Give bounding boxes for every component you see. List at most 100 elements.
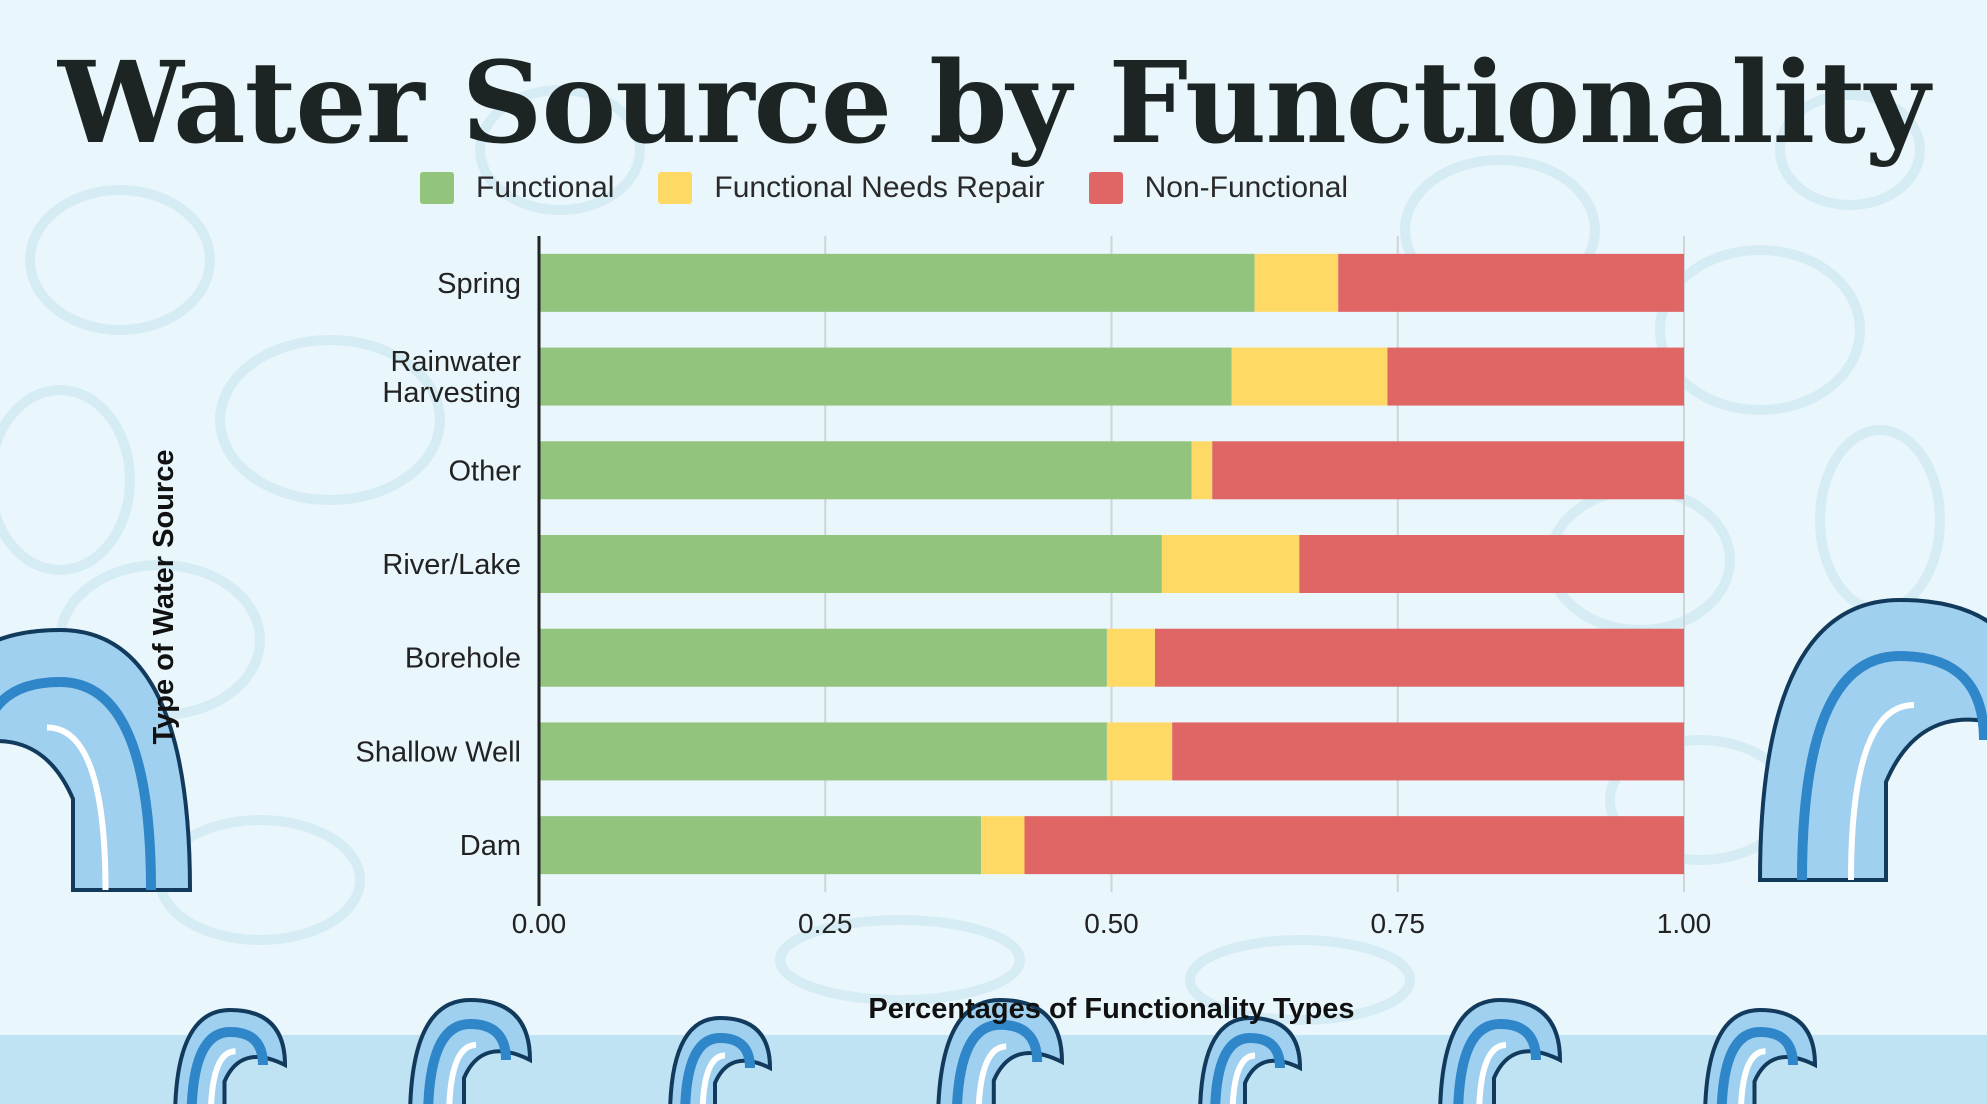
wave-curl xyxy=(1210,1032,1285,1104)
y-tick-label: Other xyxy=(448,455,521,487)
bar-functional-dam xyxy=(539,816,981,875)
wave-decoration xyxy=(668,1015,773,1104)
wave-highlight xyxy=(699,1052,726,1104)
x-tick-label: 1.00 xyxy=(1657,908,1712,939)
y-tick-label-line: River/Lake xyxy=(382,549,521,581)
bar-needs-repair-other xyxy=(1191,441,1213,500)
bar-functional-spring xyxy=(539,253,1255,312)
bar-non-functional-borehole xyxy=(1155,628,1684,687)
y-tick-label-line: Rainwater xyxy=(390,346,521,378)
wave-curl xyxy=(0,676,156,891)
wave-curl xyxy=(186,1026,268,1104)
y-tick-label: River/Lake xyxy=(382,549,521,581)
legend-label-non-functional: Non-Functional xyxy=(1144,171,1349,204)
legend-swatch-non-functional xyxy=(1088,172,1123,204)
background-pattern xyxy=(475,85,645,215)
background-pattern xyxy=(1775,90,1925,210)
background-pattern xyxy=(215,335,445,505)
wave-crest xyxy=(936,997,1065,1104)
wave-highlight xyxy=(1229,1052,1256,1104)
wave-curl xyxy=(1797,650,1987,881)
x-axis-title: Percentages of Functionality Types xyxy=(868,993,1354,1025)
background-pattern xyxy=(1185,935,1415,1025)
bar-functional-borehole xyxy=(539,628,1107,687)
y-tick-label: Borehole xyxy=(405,643,521,675)
x-tick-label: 0.25 xyxy=(798,908,853,939)
wave-decoration xyxy=(408,997,533,1104)
bar-needs-repair-shallow-well xyxy=(1106,722,1173,781)
bar-non-functional-river-lake xyxy=(1299,535,1684,593)
wave-decoration xyxy=(1198,1015,1303,1104)
x-tick-label: 0.50 xyxy=(1084,908,1139,939)
bar-non-functional-other xyxy=(1212,441,1684,500)
wave-curl xyxy=(1453,1018,1541,1104)
bar-functional-rainwater-harvesting xyxy=(539,347,1232,406)
bar-functional-river-lake xyxy=(539,535,1162,593)
y-tick-label: Spring xyxy=(437,268,521,300)
background-pattern xyxy=(0,385,135,575)
background-pattern xyxy=(775,915,1025,1005)
bar-needs-repair-river-lake xyxy=(1161,535,1300,593)
wave-decoration xyxy=(1438,997,1563,1104)
wave-crest xyxy=(408,997,533,1104)
wave-highlight xyxy=(208,1048,236,1104)
wave-crest xyxy=(1703,1007,1818,1104)
wave-curl xyxy=(680,1032,755,1104)
bar-functional-shallow-well xyxy=(539,722,1107,781)
wave-highlight xyxy=(1476,1042,1507,1104)
wave-crest xyxy=(1198,1015,1303,1104)
wave-crest xyxy=(668,1015,773,1104)
wave-highlight xyxy=(46,724,109,891)
wave-decoration xyxy=(173,1007,288,1104)
wave-decoration xyxy=(1703,1007,1818,1104)
wave-highlight xyxy=(975,1043,1007,1104)
y-tick-label: Rainwater Harvesting xyxy=(382,346,521,409)
legend-swatch-needs-repair xyxy=(658,172,693,204)
legend-label-needs-repair: Functional Needs Repair xyxy=(714,171,1045,204)
wave-decoration xyxy=(0,627,193,892)
legend-item-functional: Functional xyxy=(420,171,614,205)
wave-highlight xyxy=(1848,702,1915,881)
bar-functional-other xyxy=(539,441,1192,500)
wave-decoration xyxy=(1757,597,1987,882)
bar-non-functional-spring xyxy=(1338,253,1684,312)
bar-needs-repair-rainwater-harvesting xyxy=(1231,347,1388,406)
y-tick-label-line: Spring xyxy=(437,268,521,300)
y-tick-label-line: Harvesting xyxy=(382,377,521,409)
y-tick-label: Shallow Well xyxy=(356,736,521,768)
bar-needs-repair-borehole xyxy=(1106,628,1156,687)
bar-needs-repair-dam xyxy=(980,816,1025,875)
wave-crest xyxy=(0,627,193,892)
y-tick-label-line: Other xyxy=(448,455,521,487)
y-tick-label-line: Borehole xyxy=(405,643,521,675)
legend-item-needs-repair: Functional Needs Repair xyxy=(658,171,1045,205)
legend-swatch-functional xyxy=(420,172,454,204)
legend: Functional Functional Needs Repair Non-F… xyxy=(420,168,1392,208)
wave-curl xyxy=(952,1019,1043,1104)
wave-highlight xyxy=(446,1042,477,1104)
x-tick-label: 0.75 xyxy=(1371,908,1426,939)
legend-label-functional: Functional xyxy=(476,171,615,204)
wave-highlight xyxy=(1738,1048,1766,1104)
wave-decoration xyxy=(936,997,1065,1104)
bar-needs-repair-spring xyxy=(1254,253,1339,312)
y-tick-label-line: Dam xyxy=(460,830,521,862)
wave-curl xyxy=(423,1018,511,1104)
wave-curl xyxy=(1716,1026,1798,1104)
y-tick-label: Dam xyxy=(460,830,521,862)
wave-crest xyxy=(1438,997,1563,1104)
wave-crest xyxy=(173,1007,288,1104)
bar-non-functional-shallow-well xyxy=(1172,722,1684,781)
chart-title: Water Source by Functionality xyxy=(58,38,1930,169)
wave-crest xyxy=(1757,597,1987,882)
background-pattern xyxy=(1655,245,1865,415)
x-tick-label: 0.00 xyxy=(512,908,567,939)
bar-non-functional-dam xyxy=(1024,816,1684,875)
bar-non-functional-rainwater-harvesting xyxy=(1387,347,1684,406)
background-pattern xyxy=(25,185,215,335)
y-tick-label-line: Shallow Well xyxy=(356,736,521,768)
y-axis-title: Type of Water Source xyxy=(148,450,180,745)
